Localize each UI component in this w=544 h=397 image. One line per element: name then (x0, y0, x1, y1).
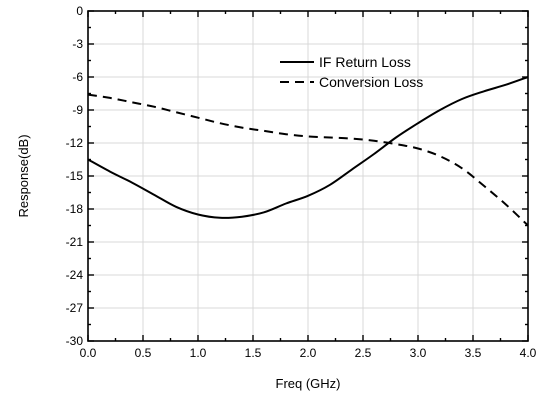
x-tick-label: 4.0 (520, 346, 537, 360)
x-tick-label: 1.0 (190, 346, 207, 360)
y-tick-label: 0 (76, 4, 83, 18)
y-tick-label: -21 (66, 235, 84, 249)
y-tick-label: -9 (72, 103, 83, 117)
legend-label-conversion-loss: Conversion Loss (319, 74, 423, 90)
x-tick-label: 2.0 (300, 346, 317, 360)
x-tick-label: 2.5 (355, 346, 372, 360)
x-tick-label: 3.5 (465, 346, 482, 360)
y-tick-label: -30 (66, 334, 84, 348)
y-tick-label: -24 (66, 268, 84, 282)
x-tick-label: 0.0 (80, 346, 97, 360)
y-tick-label: -27 (66, 301, 84, 315)
series-line-conversion-loss (87, 93, 529, 227)
y-tick-label: -15 (66, 169, 84, 183)
y-tick-label: -12 (66, 136, 84, 150)
tick-labels: 0.0 0.5 1.0 1.5 2.0 2.5 3.0 3.5 4.0 0 -3 -6 -9 -12 -15… (66, 4, 537, 360)
x-tick-label: 1.5 (245, 346, 262, 360)
y-axis-title: Response(dB) (16, 134, 31, 217)
y-tick-label: -18 (66, 202, 84, 216)
legend: IF Return Loss Conversion Loss (280, 54, 423, 90)
x-axis-title: Freq (GHz) (276, 376, 341, 391)
legend-label-if-return-loss: IF Return Loss (319, 54, 411, 70)
series-group (87, 76, 529, 227)
x-tick-label: 0.5 (135, 346, 152, 360)
series-line-if-return-loss (87, 76, 529, 219)
y-tick-label: -3 (72, 37, 83, 51)
x-tick-label: 3.0 (410, 346, 427, 360)
y-tick-label: -6 (72, 70, 83, 84)
axis-ticks (87, 10, 529, 342)
grid (88, 11, 528, 341)
